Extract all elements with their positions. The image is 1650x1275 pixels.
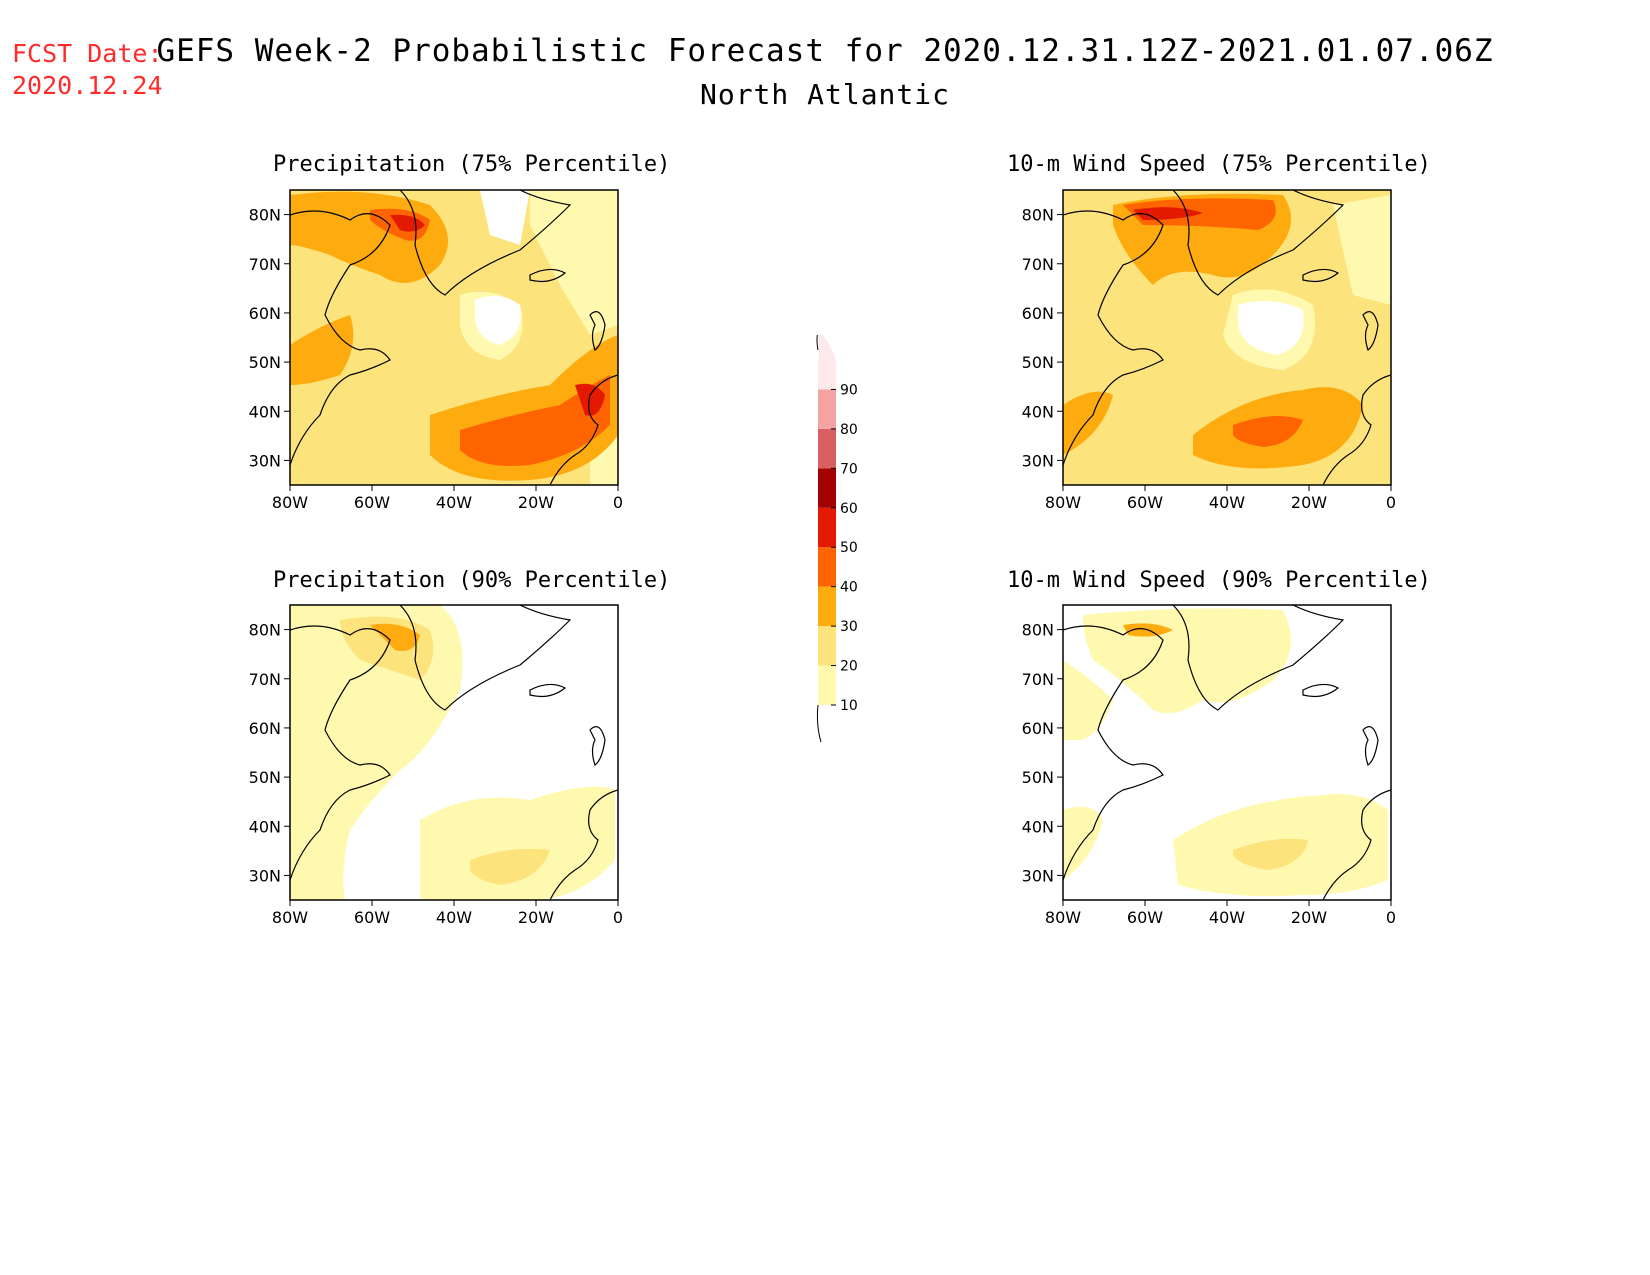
- lon-label: 20W: [518, 908, 554, 927]
- lat-label: 60N: [249, 719, 281, 738]
- lat-label: 30N: [1022, 451, 1054, 470]
- lat-label: 40N: [1022, 817, 1054, 836]
- fcst-date-label: FCST Date:: [12, 39, 163, 68]
- lat-label: 30N: [1022, 866, 1054, 885]
- lon-label: 0: [1386, 908, 1396, 927]
- lon-label: 0: [613, 908, 623, 927]
- lon-label: 0: [613, 493, 623, 512]
- lon-label: 0: [1386, 493, 1396, 512]
- lat-label: 70N: [249, 670, 281, 689]
- coastline-wind-75: [1063, 190, 1391, 485]
- panel-title-precip-75: Precipitation (75% Percentile): [273, 152, 671, 177]
- colorbar-label: 90: [840, 382, 858, 398]
- page-title: GEFS Week-2 Probabilistic Forecast for 2…: [156, 33, 1494, 69]
- field-wind-90: [1063, 605, 1391, 900]
- colorbar-label: 30: [840, 619, 858, 635]
- axes-precip-90: 80N 70N 60N 50N 40N 30N 80W 60W 40W 20W 0: [249, 621, 623, 927]
- lon-label: 20W: [1291, 493, 1327, 512]
- map-wind-90: 80N 70N 60N 50N 40N 30N 80W 60W 40W 20W 0: [1022, 604, 1396, 927]
- page-subtitle: North Atlantic: [699, 78, 950, 111]
- lat-label: 40N: [249, 817, 281, 836]
- colorbar-box: [818, 428, 836, 469]
- lat-label: 60N: [1022, 719, 1054, 738]
- lon-label: 80W: [1045, 493, 1081, 512]
- map-wind-75: 80N 70N 60N 50N 40N 30N 80W 60W 40W 20W 0: [1022, 189, 1396, 512]
- colorbar-label: 10: [840, 698, 858, 714]
- lon-label: 40W: [436, 493, 472, 512]
- colorbar-box: [818, 586, 836, 627]
- panel-title-wind-75: 10-m Wind Speed (75% Percentile): [1007, 152, 1431, 177]
- lat-label: 40N: [1022, 402, 1054, 421]
- colorbar-head: [816, 335, 819, 351]
- lon-label: 40W: [1209, 908, 1245, 927]
- lat-label: 50N: [1022, 768, 1054, 787]
- colorbar-label: 20: [840, 659, 858, 675]
- axes-wind-90: 80N 70N 60N 50N 40N 30N 80W 60W 40W 20W 0: [1022, 621, 1396, 927]
- colorbar-box: [818, 626, 836, 666]
- field-precip-75: [290, 190, 618, 485]
- lat-label: 60N: [1022, 304, 1054, 323]
- lat-label: 50N: [249, 353, 281, 372]
- colorbar-label: 70: [840, 461, 858, 477]
- coastline-precip-90: [290, 605, 618, 900]
- lon-label: 60W: [354, 908, 390, 927]
- lat-label: 30N: [249, 451, 281, 470]
- colorbar-box: [818, 665, 836, 705]
- field-precip-90: [290, 605, 618, 900]
- fcst-date-value: 2020.12.24: [12, 71, 163, 100]
- lon-label: 20W: [1291, 908, 1327, 927]
- lat-label: 50N: [1022, 353, 1054, 372]
- lat-label: 60N: [249, 304, 281, 323]
- lon-label: 60W: [1127, 908, 1163, 927]
- lat-label: 50N: [249, 768, 281, 787]
- lat-label: 80N: [1022, 621, 1054, 640]
- lat-label: 70N: [249, 255, 281, 274]
- colorbar-box: [818, 389, 836, 429]
- field-wind-75: [1063, 190, 1391, 485]
- lon-label: 60W: [1127, 493, 1163, 512]
- lat-label: 70N: [1022, 670, 1054, 689]
- lon-label: 40W: [1209, 493, 1245, 512]
- lat-label: 80N: [1022, 206, 1054, 225]
- lon-label: 80W: [1045, 908, 1081, 927]
- lon-label: 60W: [354, 493, 390, 512]
- colorbar-box: [818, 468, 836, 508]
- colorbar-label: 80: [840, 422, 858, 438]
- axes-precip-75: 80N 70N 60N 50N 40N 30N 80W 60W 40W 20W 0: [249, 206, 623, 512]
- colorbar-label: 60: [840, 501, 858, 517]
- colorbar-label: 40: [840, 580, 858, 596]
- lon-label: 40W: [436, 908, 472, 927]
- axes-wind-75: 80N 70N 60N 50N 40N 30N 80W 60W 40W 20W 0: [1022, 206, 1396, 512]
- colorbar-box: [818, 507, 836, 548]
- colorbar-box: [818, 547, 836, 587]
- lon-label: 80W: [272, 493, 308, 512]
- colorbar-box: [818, 335, 836, 390]
- lat-label: 40N: [249, 402, 281, 421]
- panel-title-wind-90: 10-m Wind Speed (90% Percentile): [1007, 568, 1431, 593]
- map-precip-75: 80N 70N 60N 50N 40N 30N 80W 60W 40W 20W 0: [249, 189, 623, 512]
- lat-label: 70N: [1022, 255, 1054, 274]
- coastline-wind-90: [1063, 605, 1391, 900]
- panel-title-precip-90: Precipitation (90% Percentile): [273, 568, 671, 593]
- colorbar: 10 20 30 40 50 60 70 80 90: [816, 335, 858, 743]
- lat-label: 30N: [249, 866, 281, 885]
- coastline-precip-75: [290, 190, 618, 485]
- map-precip-90: 80N 70N 60N 50N 40N 30N 80W 60W 40W 20W 0: [249, 604, 623, 927]
- colorbar-label: 50: [840, 540, 858, 556]
- lon-label: 20W: [518, 493, 554, 512]
- fcst-date: FCST Date: 2020.12.24: [12, 38, 163, 102]
- lon-label: 80W: [272, 908, 308, 927]
- lat-label: 80N: [249, 206, 281, 225]
- lat-label: 80N: [249, 621, 281, 640]
- colorbar-tail: [816, 704, 822, 743]
- colorbar-boxes: 10 20 30 40 50 60 70 80 90: [816, 335, 858, 743]
